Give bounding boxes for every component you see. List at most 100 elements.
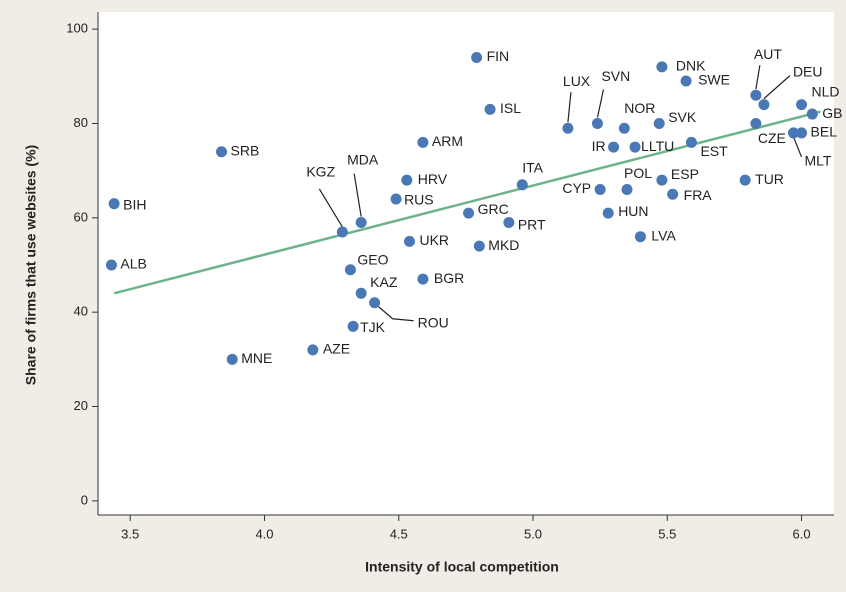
point xyxy=(417,273,429,285)
x-tick-label: 5.5 xyxy=(658,526,676,541)
leader-line xyxy=(567,92,572,123)
point xyxy=(403,235,415,247)
point-label: POL xyxy=(624,165,652,181)
point-label: BEL xyxy=(811,124,838,140)
point-label: AUT xyxy=(754,46,782,62)
point-label: MDA xyxy=(347,151,379,167)
point-label: LUX xyxy=(563,73,591,89)
point-label: LVA xyxy=(651,227,676,243)
point-label: GRC xyxy=(478,201,509,217)
plot-area xyxy=(98,12,834,515)
point-label: BGR xyxy=(434,270,464,286)
point-label: NLD xyxy=(812,83,840,99)
point-label: MNE xyxy=(241,350,272,366)
point xyxy=(667,188,679,200)
point-label: ARM xyxy=(432,133,463,149)
point-label: SVN xyxy=(601,68,630,84)
y-tick-label: 40 xyxy=(74,304,88,319)
leader-line xyxy=(353,173,362,217)
point xyxy=(471,51,483,63)
point xyxy=(417,136,429,148)
point xyxy=(562,122,574,134)
point xyxy=(629,141,641,153)
point xyxy=(796,99,808,111)
point-label: GEO xyxy=(357,251,388,267)
point-label: ISL xyxy=(500,100,521,116)
point-label: LLTU xyxy=(641,138,674,154)
point-label: DNK xyxy=(676,58,706,74)
point-label: ITA xyxy=(522,160,543,176)
point xyxy=(390,193,402,205)
point-label: NOR xyxy=(624,100,655,116)
point xyxy=(355,217,367,229)
point-label: KGZ xyxy=(306,164,335,180)
point-label: AZE xyxy=(323,341,350,357)
point xyxy=(369,297,381,309)
point-label: GB xyxy=(822,105,842,121)
point-label: ESP xyxy=(671,166,699,182)
point xyxy=(226,353,238,365)
point xyxy=(473,240,485,252)
x-tick-label: 5.0 xyxy=(524,526,542,541)
point xyxy=(602,207,614,219)
point-label: TUR xyxy=(755,171,784,187)
leader-line xyxy=(378,306,414,322)
point xyxy=(796,127,808,139)
point xyxy=(787,127,799,139)
point-label: BIH xyxy=(123,196,146,212)
y-tick-label: 0 xyxy=(81,492,88,507)
leader-line xyxy=(755,65,761,90)
point-label: MLT xyxy=(804,153,831,169)
point-label: UKR xyxy=(419,232,449,248)
point xyxy=(758,99,770,111)
point-label: RUS xyxy=(404,192,434,208)
leader-line xyxy=(792,136,803,158)
leader-line xyxy=(763,75,791,100)
point xyxy=(594,184,606,196)
point xyxy=(108,198,120,210)
point xyxy=(347,320,359,332)
point-label: HRV xyxy=(418,171,448,187)
point xyxy=(336,226,348,238)
point xyxy=(634,231,646,243)
point-label: TJK xyxy=(360,319,386,335)
point xyxy=(806,108,818,120)
y-tick-label: 20 xyxy=(74,398,88,413)
point-label: KAZ xyxy=(370,274,398,290)
point xyxy=(344,264,356,276)
point-label: SWE xyxy=(698,72,730,88)
point xyxy=(685,136,697,148)
trend-line xyxy=(113,110,821,295)
point xyxy=(503,217,515,229)
point xyxy=(216,146,228,158)
point-label: SVK xyxy=(668,109,697,125)
y-tick-label: 60 xyxy=(74,209,88,224)
point-label: ALB xyxy=(120,256,146,272)
point-label: MKD xyxy=(488,237,519,253)
point xyxy=(401,174,413,186)
point-label: IR xyxy=(592,138,606,154)
point xyxy=(750,117,762,129)
point xyxy=(355,287,367,299)
point xyxy=(656,174,668,186)
point xyxy=(739,174,751,186)
point xyxy=(680,75,692,87)
leader-line xyxy=(596,89,605,118)
point-label: FRA xyxy=(684,187,713,203)
y-tick-label: 80 xyxy=(74,115,88,130)
point-label: ROU xyxy=(418,314,449,330)
point xyxy=(484,103,496,115)
point xyxy=(656,61,668,73)
point-label: DEU xyxy=(793,63,823,79)
x-tick-label: 4.5 xyxy=(390,526,408,541)
point-label: HUN xyxy=(618,203,648,219)
point-label: EST xyxy=(700,143,728,159)
point-label: PRT xyxy=(518,216,546,232)
point-label: FIN xyxy=(487,48,510,64)
point xyxy=(307,344,319,356)
point xyxy=(463,207,475,219)
point xyxy=(618,122,630,134)
x-tick-label: 3.5 xyxy=(121,526,139,541)
